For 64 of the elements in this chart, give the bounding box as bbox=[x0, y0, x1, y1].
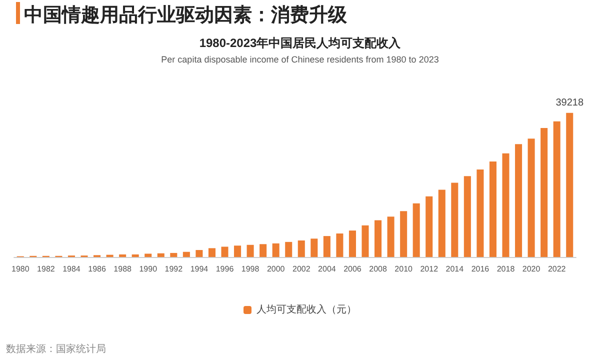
x-tick-label: 1982 bbox=[37, 264, 56, 274]
bar bbox=[387, 216, 394, 257]
bar bbox=[260, 244, 267, 257]
x-tick-label: 2008 bbox=[369, 264, 388, 274]
legend-label: 人均可支配收入（元） bbox=[256, 304, 356, 316]
x-tick-label: 2012 bbox=[420, 264, 439, 274]
bar bbox=[515, 144, 522, 257]
bar bbox=[119, 254, 126, 257]
bar bbox=[310, 238, 318, 257]
x-tick-label: 2016 bbox=[471, 264, 490, 274]
bar bbox=[246, 244, 254, 257]
bar bbox=[336, 233, 344, 257]
x-tick-label: 2014 bbox=[446, 264, 464, 274]
bar bbox=[272, 243, 280, 257]
bar bbox=[412, 203, 420, 257]
bar bbox=[285, 242, 292, 257]
x-tick-label: 2004 bbox=[318, 264, 336, 274]
x-tick-label: 2006 bbox=[344, 264, 362, 274]
bar bbox=[221, 246, 228, 257]
chart-title: 1980-2023年中国居民人均可支配收入 bbox=[199, 36, 402, 50]
bar bbox=[348, 230, 356, 257]
bar bbox=[196, 250, 203, 257]
bar bbox=[157, 253, 164, 257]
x-tick-label: 1992 bbox=[164, 264, 184, 274]
x-tick-label: 2002 bbox=[292, 264, 311, 274]
x-tick-label: 1986 bbox=[88, 264, 106, 274]
text: 中国情趣用品行业驱动因素：消费升级 bbox=[24, 3, 347, 28]
bar bbox=[528, 138, 535, 257]
bar bbox=[489, 161, 496, 257]
bar bbox=[438, 190, 446, 257]
chart-subtitle: Per capita disposable income of Chinese residents from 1980 to 2023 bbox=[161, 54, 439, 64]
bar bbox=[323, 236, 330, 257]
bar bbox=[566, 112, 574, 257]
x-tick-label: 1994 bbox=[190, 264, 209, 274]
x-tick-label: 1980 bbox=[11, 264, 30, 274]
x-tick-label: 1984 bbox=[62, 264, 81, 274]
bar bbox=[400, 211, 408, 257]
x-tick-label: 1990 bbox=[139, 264, 158, 274]
bar bbox=[426, 196, 433, 257]
bar bbox=[170, 252, 178, 257]
bar bbox=[451, 182, 458, 257]
bar bbox=[464, 176, 471, 257]
bar bbox=[234, 246, 242, 257]
x-tick-label: 2020 bbox=[522, 264, 541, 274]
bar bbox=[502, 153, 510, 257]
bar bbox=[182, 252, 190, 257]
x-tick-label: 2010 bbox=[394, 264, 414, 274]
x-tick-label: 2000 bbox=[266, 264, 286, 274]
bar bbox=[553, 121, 560, 257]
bar bbox=[298, 240, 305, 257]
x-tick-label: 1998 bbox=[241, 264, 260, 274]
bar bbox=[132, 254, 139, 257]
bar bbox=[144, 254, 152, 257]
bar bbox=[540, 128, 548, 257]
data-label: 39218 bbox=[556, 97, 584, 108]
x-tick-label: 1988 bbox=[114, 264, 132, 274]
bar bbox=[374, 220, 382, 257]
bar bbox=[476, 170, 484, 257]
bar bbox=[208, 248, 216, 257]
x-tick-label: 2022 bbox=[548, 264, 566, 274]
source-note: 数据来源：国家统计局 bbox=[6, 342, 106, 356]
x-tick-label: 2018 bbox=[496, 264, 516, 274]
bar bbox=[362, 225, 369, 257]
x-tick-label: 1996 bbox=[216, 264, 234, 274]
